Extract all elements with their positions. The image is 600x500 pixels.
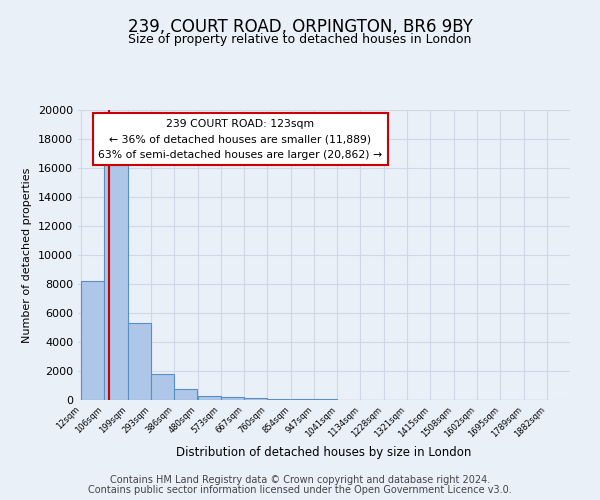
Text: Contains public sector information licensed under the Open Government Licence v3: Contains public sector information licen… bbox=[88, 485, 512, 495]
Bar bbox=[221, 397, 244, 400]
Bar bbox=[174, 389, 197, 400]
Bar bbox=[128, 323, 151, 400]
Y-axis label: Number of detached properties: Number of detached properties bbox=[22, 168, 32, 342]
Bar bbox=[81, 281, 104, 400]
Bar bbox=[268, 398, 290, 400]
Bar bbox=[244, 398, 268, 400]
Bar bbox=[291, 399, 314, 400]
Bar bbox=[104, 160, 128, 400]
Text: 239, COURT ROAD, ORPINGTON, BR6 9BY: 239, COURT ROAD, ORPINGTON, BR6 9BY bbox=[128, 18, 472, 36]
X-axis label: Distribution of detached houses by size in London: Distribution of detached houses by size … bbox=[176, 446, 472, 459]
Bar bbox=[197, 396, 221, 400]
Bar bbox=[151, 374, 174, 400]
Text: 239 COURT ROAD: 123sqm
← 36% of detached houses are smaller (11,889)
63% of semi: 239 COURT ROAD: 123sqm ← 36% of detached… bbox=[98, 118, 382, 160]
Text: Contains HM Land Registry data © Crown copyright and database right 2024.: Contains HM Land Registry data © Crown c… bbox=[110, 475, 490, 485]
Text: Size of property relative to detached houses in London: Size of property relative to detached ho… bbox=[128, 32, 472, 46]
